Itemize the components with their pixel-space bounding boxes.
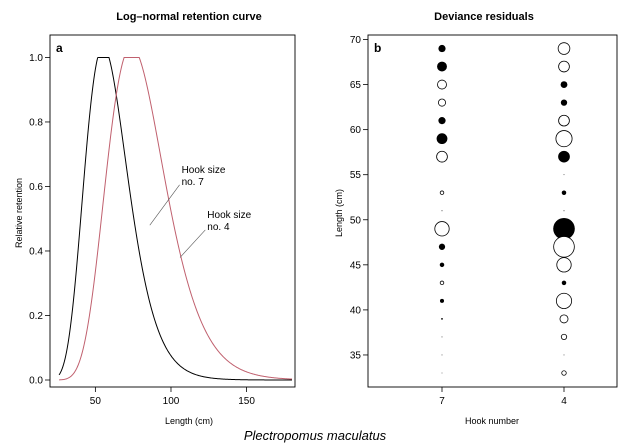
x-tick-label: 100: [163, 396, 180, 407]
y-tick-label: 0.6: [29, 182, 43, 193]
y-tick-label: 0.4: [29, 246, 43, 257]
negative-residual-point: [561, 370, 567, 376]
positive-residual-point: [436, 133, 448, 145]
figure-caption: Plectropomus maculatus: [243, 428, 387, 443]
y-tick-label: 70: [350, 35, 362, 46]
y-tick-label: 40: [350, 305, 362, 316]
negative-residual-point: [555, 130, 573, 148]
negative-residual-point: [437, 79, 447, 90]
retention-curve-panel: Log–normal retention curve a 0.00.20.40.…: [14, 11, 296, 426]
panel-b-x-axis-label: Hook number: [465, 416, 519, 426]
positive-residual-point: [563, 210, 565, 212]
panel-b-y-axis: 35 40 45 50 55 60 65 70: [350, 35, 368, 361]
positive-residual-point: [553, 217, 575, 240]
positive-residual-point: [439, 262, 445, 268]
panel-b-label: b: [374, 41, 381, 55]
positive-residual-point: [558, 150, 570, 163]
annotation-label: Hook size: [207, 210, 251, 221]
panel-a-x-axis: 50 100 150: [90, 387, 255, 407]
y-tick-label: 0.8: [29, 117, 43, 128]
annotation-label: no. 7: [182, 177, 205, 188]
positive-residual-point: [560, 81, 568, 88]
positive-residual-point: [560, 99, 568, 106]
positive-residual-point: [438, 44, 446, 53]
panel-a-label: a: [56, 41, 63, 55]
y-tick-label: 35: [350, 350, 362, 361]
panel-b-points: [434, 42, 575, 376]
positive-residual-point: [441, 318, 443, 320]
negative-residual-point: [560, 333, 568, 341]
positive-residual-point: [441, 372, 443, 374]
y-tick-label: 0.2: [29, 311, 43, 322]
positive-residual-point: [441, 354, 443, 356]
x-tick-label: 7: [439, 396, 445, 407]
positive-residual-point: [441, 336, 443, 338]
annotation-leader-line: [149, 184, 180, 226]
panel-a-title: Log–normal retention curve: [116, 11, 261, 23]
negative-residual-point: [436, 150, 448, 163]
y-tick-label: 45: [350, 260, 362, 271]
positive-residual-point: [437, 61, 447, 72]
positive-residual-point: [561, 280, 567, 286]
negative-residual-point: [559, 314, 569, 324]
negative-residual-point: [558, 114, 570, 127]
positive-residual-point: [563, 174, 565, 176]
x-tick-label: 4: [561, 396, 567, 407]
hook-4-curve: [59, 56, 292, 381]
negative-residual-point: [557, 42, 571, 55]
panel-a-y-axis: 0.0 0.2 0.4 0.6 0.8 1.0: [29, 53, 50, 387]
y-tick-label: 60: [350, 125, 362, 136]
negative-residual-point: [555, 292, 573, 309]
panel-a-frame: [49, 34, 296, 388]
negative-residual-point: [439, 280, 445, 286]
x-tick-label: 50: [90, 396, 102, 407]
y-tick-label: 55: [350, 170, 362, 181]
positive-residual-point: [561, 190, 567, 195]
y-tick-label: 0.0: [29, 376, 43, 387]
negative-residual-point: [437, 98, 446, 107]
negative-residual-point: [434, 221, 450, 237]
annotation-label: no. 4: [207, 222, 230, 233]
positive-residual-point: [439, 298, 445, 303]
negative-residual-point: [553, 236, 575, 258]
y-tick-label: 50: [350, 215, 362, 226]
positive-residual-point: [563, 354, 565, 356]
x-tick-label: 150: [238, 396, 255, 407]
panel-b-frame: [367, 34, 618, 388]
y-tick-label: 1.0: [29, 53, 43, 64]
positive-residual-point: [441, 210, 443, 212]
positive-residual-point: [438, 243, 446, 250]
hook-7-curve: [58, 56, 292, 381]
positive-residual-point: [438, 117, 446, 125]
negative-residual-point: [439, 190, 445, 195]
panel-a-y-axis-label: Relative retention: [14, 178, 24, 248]
panel-b-title: Deviance residuals: [434, 11, 534, 23]
y-tick-label: 65: [350, 80, 362, 91]
annotation-label: Hook size: [182, 165, 226, 176]
negative-residual-point: [556, 257, 572, 273]
negative-residual-point: [558, 60, 570, 73]
annotation-leader-line: [179, 229, 206, 258]
panel-a-curves: [58, 56, 292, 381]
panel-b-y-axis-label: Length (cm): [334, 189, 344, 237]
panel-a-x-axis-label: Length (cm): [165, 416, 213, 426]
